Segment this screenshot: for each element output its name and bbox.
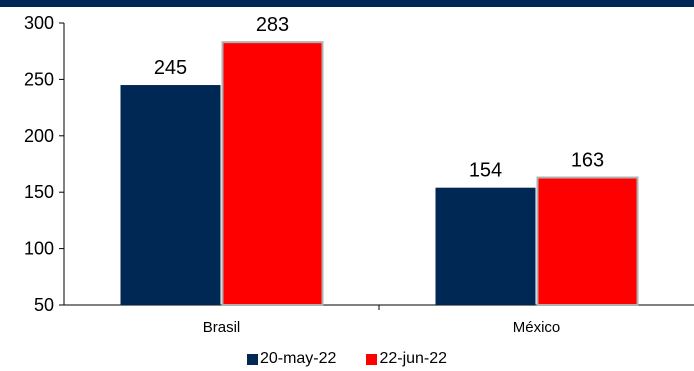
- category-label: México: [513, 319, 561, 336]
- legend-item: 22-jun-22: [366, 349, 447, 369]
- legend-label: 20-may-22: [259, 350, 337, 367]
- top-band: [0, 0, 694, 7]
- data-label: 245: [154, 57, 187, 79]
- data-label: 154: [469, 160, 502, 182]
- y-tick-label: 200: [24, 126, 54, 146]
- legend: 20-may-22 22-jun-22: [0, 349, 694, 369]
- bar: [536, 176, 639, 306]
- bar: [221, 41, 324, 307]
- data-label: 283: [256, 14, 289, 36]
- legend-swatch: [246, 353, 258, 365]
- y-tick-label: 100: [24, 239, 54, 259]
- legend-item: 20-may-22: [246, 349, 337, 369]
- y-axis-ticks: 50 100 150 200 250 300: [24, 13, 64, 315]
- bar: [120, 85, 221, 305]
- data-labels: 245 283 154 163: [154, 14, 604, 182]
- legend-label: 22-jun-22: [379, 350, 448, 367]
- y-tick-label: 300: [24, 13, 54, 33]
- bar-chart: 50 100 150 200 250 300 245 283 154 163 Brasil Méx…: [24, 13, 694, 336]
- y-tick-label: 250: [24, 69, 54, 89]
- category-labels: Brasil México: [203, 319, 561, 336]
- bars: [120, 41, 639, 307]
- y-tick-label: 50: [34, 295, 54, 315]
- category-label: Brasil: [203, 319, 241, 336]
- bar: [435, 187, 536, 305]
- data-label: 163: [571, 150, 604, 172]
- y-tick-label: 150: [24, 182, 54, 202]
- legend-swatch: [366, 353, 378, 365]
